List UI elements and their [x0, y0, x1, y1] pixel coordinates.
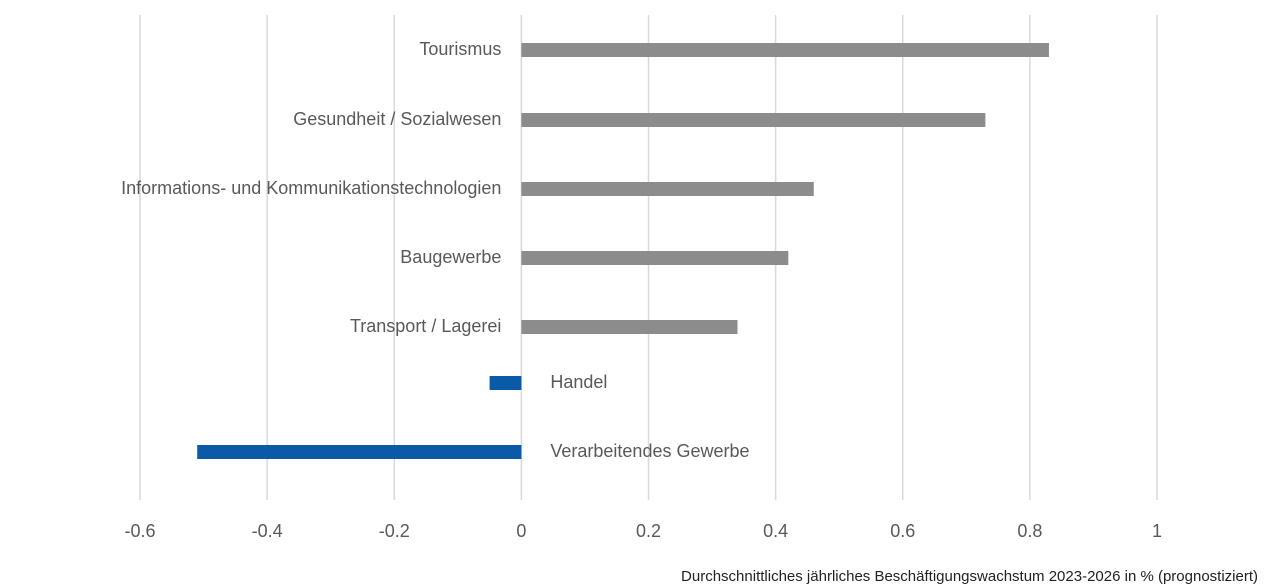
category-label: Transport / Lagerei [350, 316, 501, 336]
x-tick-label: 0.4 [763, 521, 788, 541]
x-tick-label: -0.6 [124, 521, 155, 541]
category-label: Tourismus [419, 39, 501, 59]
x-tick-label: -0.2 [379, 521, 410, 541]
x-tick-label: 0 [516, 521, 526, 541]
category-label: Informations- und Kommunikationstechnolo… [121, 178, 501, 198]
x-tick-label: 0.6 [890, 521, 915, 541]
bar [521, 251, 789, 265]
bar [521, 43, 1049, 57]
bar [197, 445, 522, 459]
category-label: Verarbeitendes Gewerbe [550, 441, 749, 461]
category-label: Handel [550, 372, 607, 392]
x-tick-label: 0.2 [636, 521, 661, 541]
bar [521, 182, 814, 196]
x-tick-label: 0.8 [1017, 521, 1042, 541]
bar [521, 320, 738, 334]
category-label: Baugewerbe [400, 247, 501, 267]
x-tick-label: -0.4 [252, 521, 283, 541]
x-axis-title: Durchschnittliches jährliches Beschäftig… [681, 568, 1258, 585]
bar [489, 376, 522, 390]
x-tick-label: 1 [1152, 521, 1162, 541]
bar [521, 113, 986, 127]
category-label: Gesundheit / Sozialwesen [293, 109, 501, 129]
